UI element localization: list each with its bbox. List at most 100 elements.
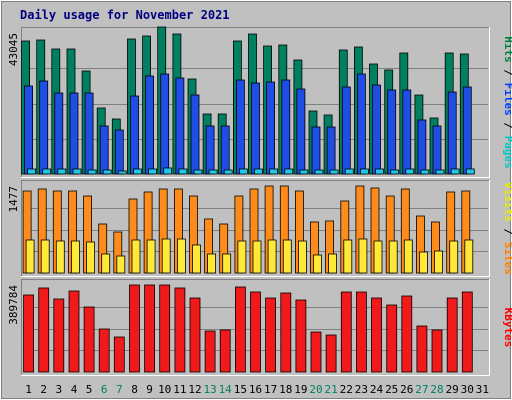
bar-pages xyxy=(208,169,218,175)
bar-kbytes xyxy=(461,291,473,373)
x-tick-label: 31 xyxy=(476,383,489,396)
x-tick-label: 22 xyxy=(340,383,353,396)
bar-pages xyxy=(299,169,309,175)
bar-files xyxy=(99,125,109,175)
x-tick-label: 1 xyxy=(25,383,32,396)
bar-files xyxy=(84,92,94,175)
bar-sites xyxy=(207,253,217,274)
bar-sites xyxy=(176,238,186,274)
bar-sites xyxy=(313,254,322,274)
bar-kbytes xyxy=(280,292,292,373)
panels: 43045 Hits / Files / Pages 1477 Visits / Si… xyxy=(7,26,512,376)
legend-entry: Pages xyxy=(502,136,512,169)
bar-pages xyxy=(465,168,475,175)
x-tick-label: 11 xyxy=(173,383,186,396)
x-tick-label: 16 xyxy=(249,383,262,396)
bar-files xyxy=(296,88,306,175)
bar-pages xyxy=(375,168,384,175)
legend-entry: Files xyxy=(502,83,512,116)
bar-kbytes xyxy=(159,284,171,373)
bar-kbytes xyxy=(325,334,337,373)
bar-sites xyxy=(373,240,383,274)
bar-pages xyxy=(87,169,97,175)
x-tick-label: 14 xyxy=(219,383,233,396)
x-tick-label: 26 xyxy=(400,383,413,396)
bar-kbytes xyxy=(431,329,443,373)
bar-pages xyxy=(193,169,203,175)
bar-sites xyxy=(252,240,262,274)
bar-pages xyxy=(163,167,173,175)
x-tick-label: 23 xyxy=(355,383,368,396)
bar-pages xyxy=(42,168,52,175)
bar-pages xyxy=(27,168,37,175)
bar-files xyxy=(145,75,155,175)
legend-entry: KBytes xyxy=(502,308,512,348)
x-tick-label: 30 xyxy=(461,383,474,396)
bar-kbytes xyxy=(144,284,156,373)
bar-files xyxy=(341,86,351,175)
x-tick-label: 9 xyxy=(146,383,153,396)
bar-files xyxy=(24,85,34,175)
bar-pages xyxy=(344,168,354,175)
bar-sites xyxy=(192,244,201,274)
bar-files xyxy=(372,84,381,175)
bar-sites xyxy=(282,239,292,274)
bar-sites xyxy=(55,240,65,274)
bar-pages xyxy=(117,170,127,175)
bar-sites xyxy=(449,240,459,274)
y-max-label: 43045 xyxy=(7,33,20,66)
bar-sites xyxy=(237,240,247,274)
bar-kbytes xyxy=(265,297,277,373)
bar-pages xyxy=(269,168,279,175)
panel-hits-files-pages: 43045 Hits / Files / Pages xyxy=(7,26,512,178)
bar-pages xyxy=(284,168,294,175)
x-tick-label: 2 xyxy=(40,383,47,396)
bar-files xyxy=(311,126,321,175)
x-tick-label: 7 xyxy=(116,383,123,396)
bar-pages xyxy=(435,169,445,175)
bar-sites xyxy=(343,239,353,274)
bar-kbytes xyxy=(204,330,216,373)
bar-pages xyxy=(314,169,324,175)
bars xyxy=(21,26,475,175)
legend-entry: / xyxy=(502,222,512,242)
x-tick-label: 13 xyxy=(203,383,216,396)
bar-files xyxy=(447,91,457,175)
bar-kbytes xyxy=(234,286,246,373)
bar-pages xyxy=(420,169,430,175)
bar-pages xyxy=(223,169,233,175)
series-legend: KBytes xyxy=(502,308,512,348)
bar-sites xyxy=(222,253,232,274)
bar-sites xyxy=(101,253,111,274)
bar-kbytes xyxy=(310,331,322,373)
bar-kbytes xyxy=(371,297,382,373)
bar-kbytes xyxy=(23,294,35,373)
x-tick-label: 8 xyxy=(131,383,138,396)
bar-pages xyxy=(238,168,248,175)
bar-kbytes xyxy=(53,298,65,373)
bar-pages xyxy=(148,168,158,175)
bar-kbytes xyxy=(340,291,352,373)
bar-files xyxy=(432,125,442,175)
bar-files xyxy=(356,73,366,175)
bar-pages xyxy=(178,168,188,175)
legend-entry: / xyxy=(502,63,512,83)
x-axis: 1 2 3 4 5 6 7 8 9 10 11 12 13 14 15 16 17 18 19 20 21 22 23 24 2… xyxy=(25,383,489,396)
bar-kbytes xyxy=(355,291,367,373)
bar-files xyxy=(54,92,64,175)
bar-files xyxy=(462,86,472,175)
bar-kbytes xyxy=(68,290,80,373)
bar-sites xyxy=(434,250,443,274)
bar-pages xyxy=(405,168,415,175)
bar-kbytes xyxy=(219,329,231,373)
bar-sites xyxy=(161,238,171,274)
bar-sites xyxy=(40,239,50,274)
bar-pages xyxy=(57,168,67,175)
bar-files xyxy=(130,95,139,175)
bar-files xyxy=(326,126,336,175)
bar-files xyxy=(266,81,276,175)
bar-files xyxy=(160,73,170,175)
bar-kbytes xyxy=(250,291,261,373)
